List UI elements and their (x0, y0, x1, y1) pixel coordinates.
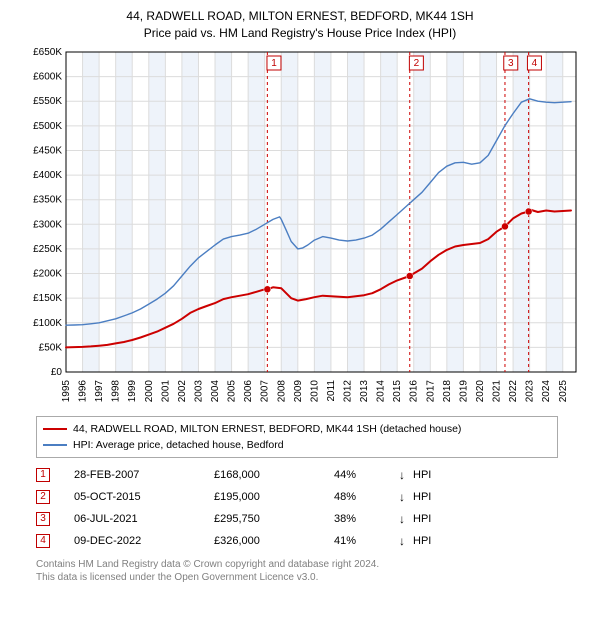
svg-text:2: 2 (414, 58, 420, 69)
transaction-row: 4 09-DEC-2022£326,00041%↓HPI (36, 530, 558, 552)
svg-text:2019: 2019 (458, 379, 469, 402)
footer-attribution: Contains HM Land Registry data © Crown c… (36, 558, 558, 584)
transaction-marker: 1 (36, 468, 50, 482)
svg-text:£0: £0 (51, 367, 63, 378)
transaction-row: 1 28-FEB-2007£168,00044%↓HPI (36, 464, 558, 486)
svg-text:£500K: £500K (33, 120, 62, 131)
chart-svg: £0 £50K £100K £150K £200K £250K £300K £350K £400… (20, 48, 590, 408)
svg-text:£600K: £600K (33, 71, 62, 82)
svg-text:£650K: £650K (33, 48, 62, 58)
svg-text:2014: 2014 (376, 379, 387, 402)
svg-text:2015: 2015 (392, 379, 403, 402)
svg-text:2004: 2004 (210, 379, 221, 402)
svg-text:2022: 2022 (508, 379, 519, 402)
transaction-delta: 48% (334, 491, 399, 503)
arrow-down-icon: ↓ (399, 490, 413, 504)
svg-text:2010: 2010 (309, 379, 320, 402)
transaction-price: £168,000 (214, 469, 334, 481)
transaction-price: £295,750 (214, 513, 334, 525)
chart-title: 44, RADWELL ROAD, MILTON ERNEST, BEDFORD… (0, 8, 600, 42)
transaction-delta: 41% (334, 535, 399, 547)
arrow-down-icon: ↓ (399, 468, 413, 482)
footer-line-1: Contains HM Land Registry data © Crown c… (36, 558, 558, 571)
svg-text:2024: 2024 (541, 379, 552, 402)
svg-text:£550K: £550K (33, 96, 62, 107)
svg-text:1996: 1996 (78, 379, 89, 402)
arrow-down-icon: ↓ (399, 512, 413, 526)
svg-text:£150K: £150K (33, 293, 62, 304)
svg-text:2018: 2018 (442, 379, 453, 402)
legend-item: 44, RADWELL ROAD, MILTON ERNEST, BEDFORD… (43, 421, 551, 437)
svg-text:2002: 2002 (177, 379, 188, 402)
svg-text:2016: 2016 (409, 379, 420, 402)
footer-line-2: This data is licensed under the Open Gov… (36, 571, 558, 584)
svg-text:3: 3 (508, 58, 514, 69)
transaction-row: 2 05-OCT-2015£195,00048%↓HPI (36, 486, 558, 508)
title-line-1: 44, RADWELL ROAD, MILTON ERNEST, BEDFORD… (0, 8, 600, 25)
transaction-date: 05-OCT-2015 (74, 491, 214, 503)
transaction-vs-label: HPI (413, 469, 431, 481)
chart-plot: £0 £50K £100K £150K £200K £250K £300K £350K £400… (20, 48, 590, 408)
transaction-marker: 2 (36, 490, 50, 504)
legend-swatch (43, 428, 67, 430)
transaction-marker: 3 (36, 512, 50, 526)
svg-text:£300K: £300K (33, 219, 62, 230)
svg-text:£50K: £50K (39, 342, 63, 353)
transaction-row: 3 06-JUL-2021£295,75038%↓HPI (36, 508, 558, 530)
svg-text:2021: 2021 (492, 379, 503, 402)
svg-text:2017: 2017 (425, 379, 436, 402)
transaction-vs-label: HPI (413, 491, 431, 503)
transaction-date: 06-JUL-2021 (74, 513, 214, 525)
svg-text:2023: 2023 (525, 379, 536, 402)
svg-text:2001: 2001 (160, 379, 171, 402)
svg-text:2008: 2008 (276, 379, 287, 402)
transaction-date: 28-FEB-2007 (74, 469, 214, 481)
legend-item: HPI: Average price, detached house, Bedf… (43, 437, 551, 453)
svg-text:2020: 2020 (475, 379, 486, 402)
transaction-delta: 38% (334, 513, 399, 525)
legend: 44, RADWELL ROAD, MILTON ERNEST, BEDFORD… (36, 416, 558, 458)
svg-text:£200K: £200K (33, 268, 62, 279)
svg-text:2005: 2005 (227, 379, 238, 402)
svg-text:2013: 2013 (359, 379, 370, 402)
svg-text:2006: 2006 (243, 379, 254, 402)
transaction-vs-label: HPI (413, 535, 431, 547)
svg-text:1997: 1997 (94, 379, 105, 402)
arrow-down-icon: ↓ (399, 534, 413, 548)
svg-text:2000: 2000 (144, 379, 155, 402)
svg-text:2012: 2012 (342, 379, 353, 402)
chart-container: { "title": { "line1": "44, RADWELL ROAD,… (0, 0, 600, 584)
svg-text:£400K: £400K (33, 170, 62, 181)
svg-text:£100K: £100K (33, 317, 62, 328)
svg-text:2011: 2011 (326, 379, 337, 401)
svg-text:2003: 2003 (193, 379, 204, 402)
transaction-price: £195,000 (214, 491, 334, 503)
legend-swatch (43, 444, 67, 446)
legend-label: HPI: Average price, detached house, Bedf… (73, 439, 284, 451)
transaction-date: 09-DEC-2022 (74, 535, 214, 547)
transaction-vs-label: HPI (413, 513, 431, 525)
svg-text:2009: 2009 (293, 379, 304, 402)
svg-text:£250K: £250K (33, 244, 62, 255)
svg-text:1999: 1999 (127, 379, 138, 402)
svg-text:1995: 1995 (61, 379, 72, 402)
legend-label: 44, RADWELL ROAD, MILTON ERNEST, BEDFORD… (73, 423, 461, 435)
transaction-marker: 4 (36, 534, 50, 548)
transactions-table: 128-FEB-2007£168,00044%↓HPI205-OCT-2015£… (36, 464, 558, 552)
svg-text:4: 4 (532, 58, 538, 69)
svg-text:1: 1 (271, 58, 277, 69)
svg-text:£350K: £350K (33, 194, 62, 205)
title-line-2: Price paid vs. HM Land Registry's House … (0, 25, 600, 42)
svg-text:£450K: £450K (33, 145, 62, 156)
svg-text:2007: 2007 (260, 379, 271, 402)
svg-text:2025: 2025 (558, 379, 569, 402)
svg-text:1998: 1998 (111, 379, 122, 402)
transaction-price: £326,000 (214, 535, 334, 547)
transaction-delta: 44% (334, 469, 399, 481)
